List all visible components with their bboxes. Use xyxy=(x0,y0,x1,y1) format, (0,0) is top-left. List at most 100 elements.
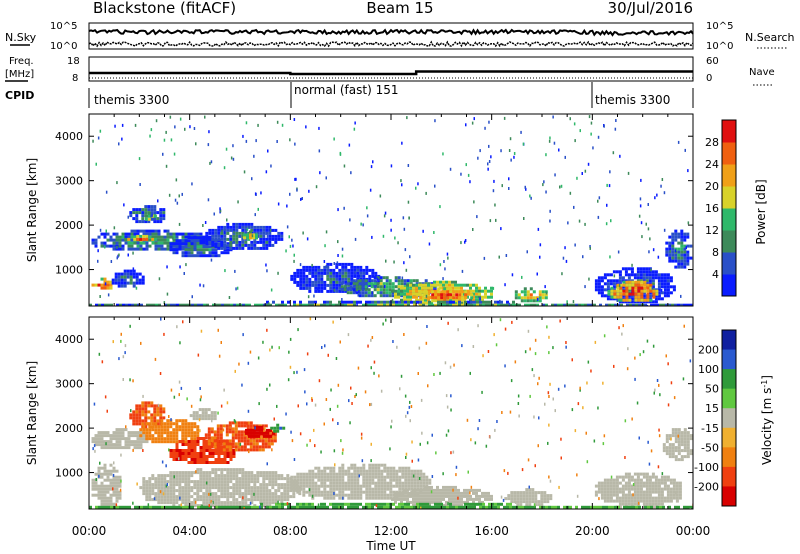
noise-left-tick-top: 10^5 xyxy=(50,21,77,32)
freq-label: Freq. xyxy=(9,56,34,67)
freq-unit-label: [MHz] xyxy=(5,69,34,80)
nave-tick-bottom: 0 xyxy=(706,73,712,84)
power-colorbar-tick-4: 20 xyxy=(705,180,719,193)
power-colorbar-swatch-0 xyxy=(722,274,736,297)
noise-search-label: N.Search xyxy=(745,31,795,44)
radar-title: Blackstone (fitACF) xyxy=(93,0,236,17)
velocity-colorbar-tick-0: 200 xyxy=(698,344,719,357)
xtick-label-5: 20:00 xyxy=(575,524,610,538)
power-heatmap-panel: 1000 2000 3000 4000 Slant Range [km] xyxy=(25,113,694,307)
nave-tick-top: 60 xyxy=(706,56,719,67)
power-colorbar-swatch-6 xyxy=(722,142,736,165)
region-13 xyxy=(594,472,682,509)
noise-search-trace xyxy=(88,40,694,48)
region-0 xyxy=(91,428,149,450)
velocity-colorbar-swatch-5 xyxy=(722,427,736,448)
region-8 xyxy=(270,423,286,433)
velocity-colorbar-tick-6: -100 xyxy=(694,461,719,474)
power-colorbar: 4 8 12 16 20 24 28 Power [dB] xyxy=(705,119,768,297)
velocity-colorbar-swatch-0 xyxy=(722,330,736,351)
region-16 xyxy=(665,229,693,269)
beam-label: Beam 15 xyxy=(366,0,433,17)
power-colorbar-tick-2: 12 xyxy=(705,224,719,237)
velocity-colorbar-tick-5: -50 xyxy=(701,441,719,454)
ytick-label-3: 4000 xyxy=(55,333,83,346)
scatter-noise xyxy=(92,115,693,306)
frequency-panel: Freq. [MHz] 18 8 60 0 Nave xyxy=(5,56,775,86)
time-axis: 00:00 04:00 08:00 12:00 16:00 20:00 00:00 xyxy=(72,524,711,538)
noise-sky-trace xyxy=(88,28,694,37)
velocity-ylabel: Slant Range [km] xyxy=(25,361,39,465)
power-colorbar-tick-6: 28 xyxy=(705,136,719,149)
power-colorbar-tick-3: 16 xyxy=(705,202,719,215)
cpid-label: CPID xyxy=(5,89,34,102)
power-colorbar-swatch-5 xyxy=(722,164,736,187)
freq-tick-top: 18 xyxy=(67,56,80,67)
date-label: 30/Jul/2016 xyxy=(608,0,693,17)
ytick-label-1: 2000 xyxy=(55,219,83,232)
region-8 xyxy=(243,230,258,240)
ytick-label-2: 3000 xyxy=(55,378,83,391)
velocity-colorbar-swatch-6 xyxy=(722,447,736,468)
xtick-label-0: 00:00 xyxy=(72,524,107,538)
region-2 xyxy=(129,401,166,429)
noise-right-tick-top: 10^5 xyxy=(706,21,733,32)
cpid-segment-2: normal (fast) 151 xyxy=(294,83,398,97)
region-14 xyxy=(662,428,693,462)
velocity-colorbar-swatch-4 xyxy=(722,408,736,429)
power-colorbar-swatch-3 xyxy=(722,208,736,231)
velocity-colorbar-tick-3: 15 xyxy=(705,402,719,415)
xtick-label-3: 12:00 xyxy=(374,524,409,538)
ytick-label-0: 1000 xyxy=(55,467,83,480)
power-colorbar-swatch-1 xyxy=(722,252,736,275)
velocity-colorbar-tick-2: 50 xyxy=(705,383,719,396)
ytick-label-1: 2000 xyxy=(55,422,83,435)
time-axis-label: Time UT xyxy=(365,539,416,553)
region-3 xyxy=(139,419,200,444)
cpid-segment-1: themis 3300 xyxy=(94,93,169,107)
ytick-label-3: 4000 xyxy=(55,130,83,143)
freq-tick-bottom: 8 xyxy=(72,73,78,84)
region-12 xyxy=(504,488,553,507)
region-15 xyxy=(607,280,659,302)
velocity-colorbar-swatch-3 xyxy=(722,388,736,409)
velocity-colorbar: 200 100 50 15 -15 -50 -100 -200 Velocity [m s-1… xyxy=(694,329,774,507)
region-3 xyxy=(124,234,158,241)
xtick-label-2: 08:00 xyxy=(273,524,308,538)
ytick-label-2: 3000 xyxy=(55,175,83,188)
power-colorbar-tick-5: 24 xyxy=(705,158,719,171)
velocity-colorbar-tick-7: -200 xyxy=(694,480,719,493)
velocity-colorbar-tick-1: 100 xyxy=(698,363,719,376)
cpid-row: CPID themis 3300 normal (fast) 151 themi… xyxy=(5,82,694,108)
scatter-noise xyxy=(92,317,693,509)
region-17 xyxy=(89,300,693,306)
ytick-label-0: 1000 xyxy=(55,264,83,277)
nave-label: Nave xyxy=(749,67,775,78)
region-6 xyxy=(189,408,217,421)
velocity-colorbar-swatch-8 xyxy=(722,486,736,507)
power-colorbar-tick-0: 4 xyxy=(712,268,719,281)
region-1 xyxy=(111,269,145,288)
cpid-segment-3: themis 3300 xyxy=(595,93,670,107)
power-ylabel: Slant Range [km] xyxy=(25,158,39,262)
velocity-colorbar-label: Velocity [m s-1] xyxy=(760,375,774,465)
region-0 xyxy=(91,277,113,290)
xtick-label-6: 00:00 xyxy=(676,524,711,538)
velocity-colorbar-tick-4: -15 xyxy=(701,422,719,435)
power-colorbar-label: Power [dB] xyxy=(754,179,768,244)
noise-left-tick-bottom: 10^0 xyxy=(50,41,77,52)
frequency-trace xyxy=(89,70,693,76)
xtick-label-4: 16:00 xyxy=(474,524,509,538)
power-colorbar-swatch-2 xyxy=(722,230,736,253)
velocity-heatmap-panel: 1000 2000 3000 4000 Slant Range [km] xyxy=(25,316,694,510)
velocity-colorbar-swatch-2 xyxy=(722,369,736,390)
xtick-label-1: 04:00 xyxy=(172,524,207,538)
power-colorbar-swatch-4 xyxy=(722,186,736,209)
noise-right-tick-bottom: 10^0 xyxy=(706,41,733,52)
noise-sky-label: N.Sky xyxy=(5,31,37,44)
power-colorbar-tick-1: 8 xyxy=(712,246,719,259)
region-7 xyxy=(245,425,275,438)
velocity-colorbar-swatch-7 xyxy=(722,466,736,487)
velocity-colorbar-swatch-1 xyxy=(722,349,736,370)
